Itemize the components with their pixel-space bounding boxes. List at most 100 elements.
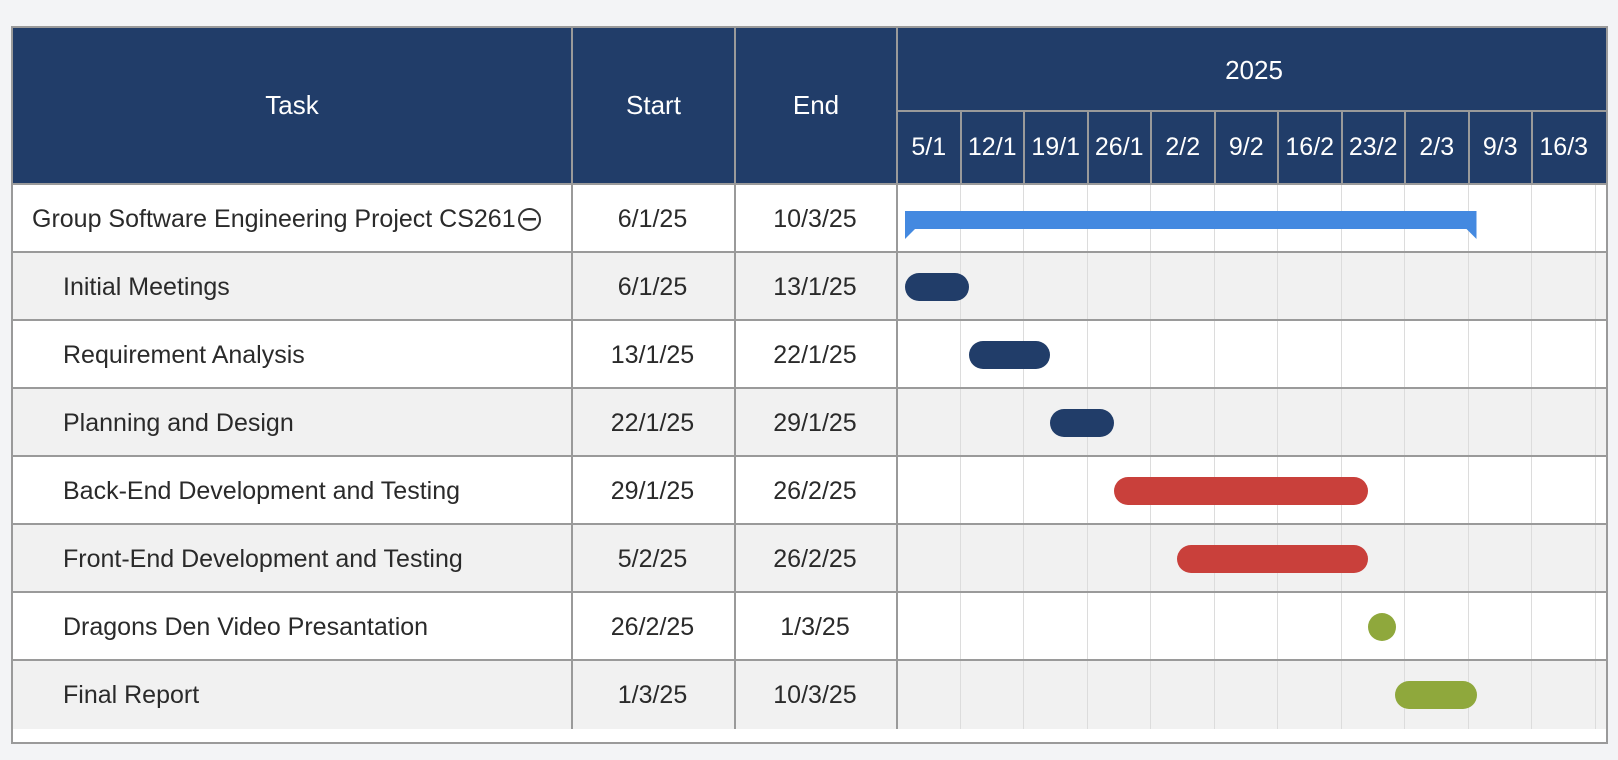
timeline-week-0: 5/1 xyxy=(896,112,960,183)
task-name: Dragons Den Video Presantation xyxy=(63,612,429,641)
header-task[interactable]: Task xyxy=(13,28,571,183)
timeline-week-label: 9/3 xyxy=(1482,133,1518,161)
task-name-cell: Back-End Development and Testing xyxy=(13,457,571,525)
timeline-gridline xyxy=(1594,321,1596,389)
timeline-gridline xyxy=(1213,661,1215,729)
timeline-gridline xyxy=(1277,253,1278,321)
task-name: Final Report xyxy=(63,680,200,709)
task-end-date: 26/2/25 xyxy=(773,476,857,505)
column-divider xyxy=(734,525,736,593)
column-divider xyxy=(734,185,736,253)
task-row[interactable]: Dragons Den Video Presantation 26/2/25 1/3… xyxy=(13,591,1606,661)
header-end[interactable]: End xyxy=(734,28,896,183)
timeline-gridline xyxy=(1086,321,1088,389)
task-name-cell: Final Report xyxy=(13,661,571,729)
timeline-gridline xyxy=(1531,525,1532,593)
timeline-gridline xyxy=(1086,661,1088,729)
task-row[interactable]: Requirement Analysis 13/1/25 22/1/25 xyxy=(13,319,1606,389)
column-divider xyxy=(571,253,573,321)
task-row[interactable]: Back-End Development and Testing 29/1/25 2… xyxy=(13,455,1606,525)
task-start-date: 13/1/25 xyxy=(610,340,695,369)
task-bar[interactable] xyxy=(1367,613,1396,641)
timeline-week-label: 26/1 xyxy=(1094,133,1144,161)
timeline-gridline xyxy=(1531,593,1532,661)
column-divider xyxy=(896,661,898,729)
task-row[interactable]: Front-End Development and Testing 5/2/25 2… xyxy=(13,523,1606,593)
timeline-gridline xyxy=(1531,457,1532,525)
timeline-gridline xyxy=(1404,593,1405,661)
timeline-week-label: 9/2 xyxy=(1228,133,1264,161)
timeline-gridline xyxy=(1594,185,1596,253)
timeline-gridline xyxy=(1531,321,1532,389)
task-start-date: 29/1/25 xyxy=(610,476,695,505)
timeline-gridline xyxy=(1594,593,1596,661)
task-name-cell: Dragons Den Video Presantation xyxy=(13,593,571,661)
timeline-week-1: 12/1 xyxy=(959,112,1024,183)
timeline-week-7: 23/2 xyxy=(1340,112,1405,183)
column-divider xyxy=(734,389,736,457)
gantt-chart: Task Start End 2025 5/1 12/1 19/1 26/1 2/2 9/… xyxy=(11,26,1608,744)
task-name: Planning and Design xyxy=(63,408,294,437)
task-start-cell: 1/3/25 xyxy=(571,661,734,729)
column-divider xyxy=(571,185,573,253)
timeline-gridline xyxy=(959,321,961,389)
task-name: Group Software Engineering Project CS261 xyxy=(32,204,516,233)
task-start-date: 26/2/25 xyxy=(610,612,695,641)
task-bar[interactable] xyxy=(1113,477,1368,505)
task-name-cell: Initial Meetings xyxy=(13,253,571,321)
task-end-date: 10/3/25 xyxy=(773,204,857,233)
task-name-cell: Front-End Development and Testing xyxy=(13,525,571,593)
task-start-cell: 26/2/25 xyxy=(571,593,734,661)
task-bar[interactable] xyxy=(905,273,969,301)
summary-task-row[interactable]: Group Software Engineering Project CS261… xyxy=(13,183,1606,253)
timeline-week-label: 2/3 xyxy=(1419,133,1455,161)
table-header: Task Start End 2025 5/1 12/1 19/1 26/1 2/2 9/… xyxy=(13,28,1606,183)
timeline-gridline xyxy=(1467,525,1469,593)
summary-task-bar[interactable] xyxy=(905,211,1477,241)
timeline-gridline xyxy=(1467,593,1469,661)
timeline-gridline xyxy=(1340,253,1342,321)
task-end-date: 22/1/25 xyxy=(773,340,857,369)
collapse-minus-icon[interactable] xyxy=(517,207,541,231)
column-divider xyxy=(571,389,573,457)
task-start-date: 5/2/25 xyxy=(617,544,688,573)
timeline-gridline xyxy=(1467,321,1469,389)
task-row[interactable]: Initial Meetings 6/1/25 13/1/25 xyxy=(13,251,1606,321)
timeline-week-8: 2/3 xyxy=(1404,112,1468,183)
timeline-week-4: 2/2 xyxy=(1150,112,1214,183)
timeline-gridline xyxy=(1404,389,1405,457)
timeline-gridline xyxy=(1277,321,1278,389)
timeline-week-label: 16/2 xyxy=(1285,133,1335,161)
timeline-gridline xyxy=(1467,389,1469,457)
timeline-gridline xyxy=(1023,593,1024,661)
timeline-gridline xyxy=(959,661,961,729)
header-start[interactable]: Start xyxy=(571,28,734,183)
timeline-gridline xyxy=(1150,253,1151,321)
timeline-gridline xyxy=(1467,253,1469,321)
column-divider xyxy=(896,185,898,253)
task-start-date: 6/1/25 xyxy=(617,272,688,301)
task-end-date: 26/2/25 xyxy=(773,544,857,573)
task-bar[interactable] xyxy=(1177,545,1368,573)
timeline-gridline xyxy=(1340,661,1342,729)
column-divider xyxy=(896,593,898,661)
task-row[interactable]: Planning and Design 22/1/25 29/1/25 xyxy=(13,387,1606,457)
task-bar[interactable] xyxy=(1050,409,1114,437)
task-row[interactable]: Final Report 1/3/25 10/3/25 xyxy=(13,659,1606,729)
timeline-gridline xyxy=(1467,457,1469,525)
column-divider xyxy=(571,661,573,729)
task-bar[interactable] xyxy=(968,341,1051,369)
task-end-cell: 22/1/25 xyxy=(734,321,896,389)
timeline-gridline xyxy=(1086,525,1088,593)
timeline-gridline xyxy=(1150,389,1151,457)
timeline-gridline xyxy=(1594,457,1596,525)
task-start-cell: 29/1/25 xyxy=(571,457,734,525)
task-name: Requirement Analysis xyxy=(63,340,305,369)
task-bar[interactable] xyxy=(1394,681,1477,709)
timeline-week-label: 5/1 xyxy=(911,133,947,161)
timeline-gridline xyxy=(1404,525,1405,593)
header-task-label: Task xyxy=(265,90,319,120)
timeline-gridline xyxy=(1023,661,1024,729)
task-name-cell: Group Software Engineering Project CS261 xyxy=(13,185,571,253)
column-divider xyxy=(734,593,736,661)
